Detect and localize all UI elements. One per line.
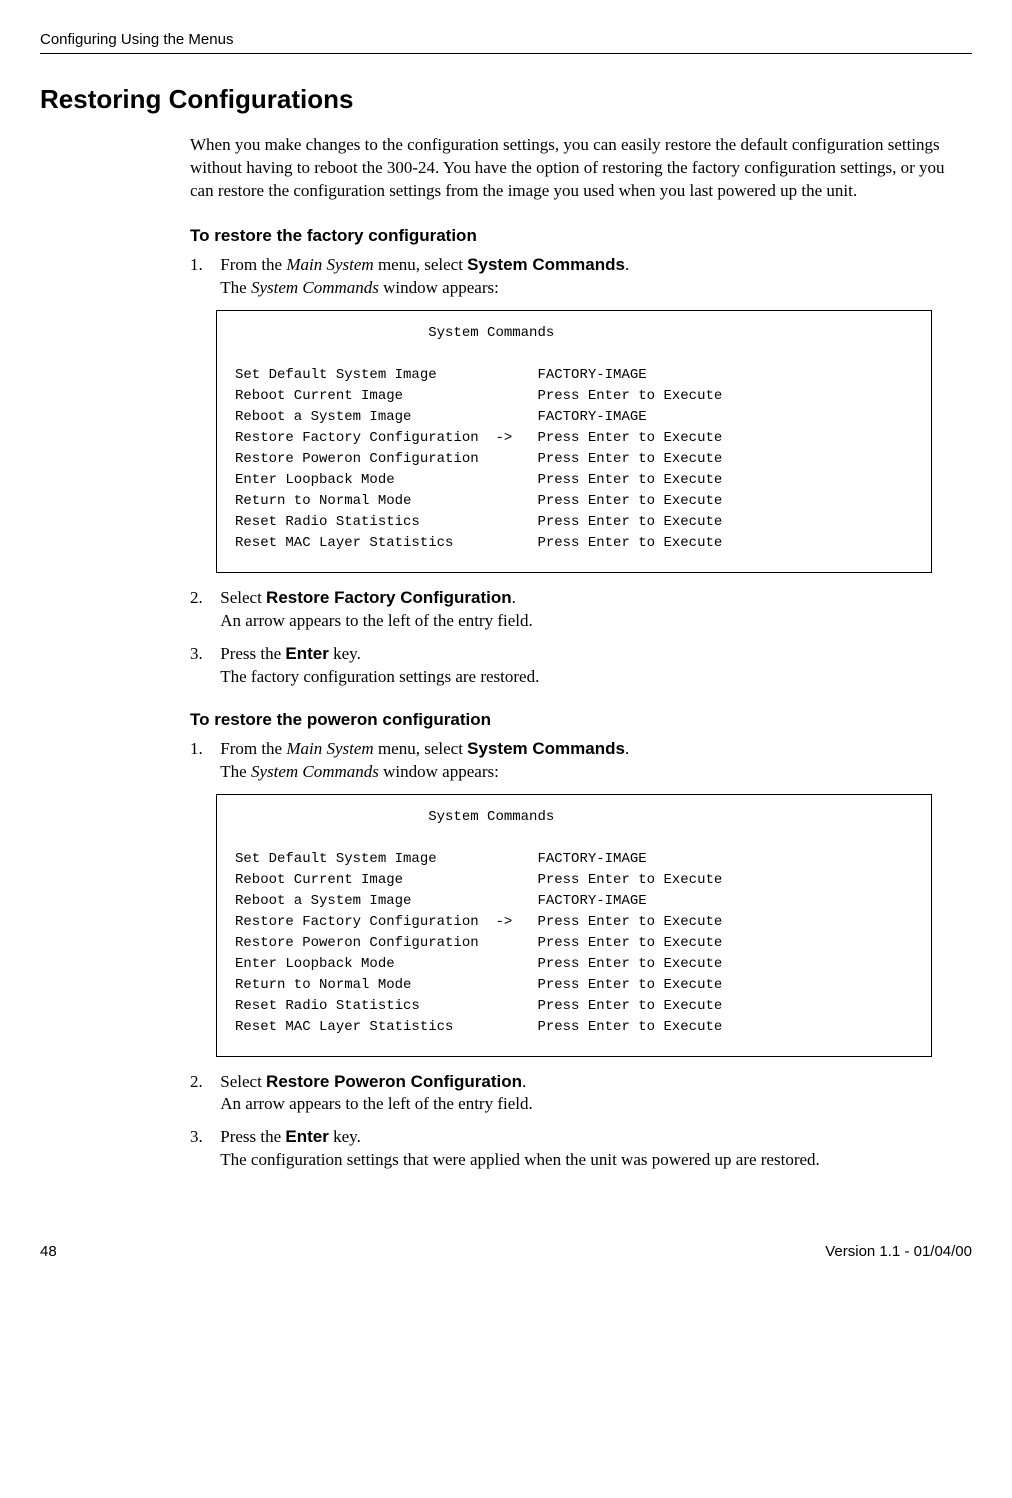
text: The [220, 278, 251, 297]
step-body: Press the Enter key. The factory configu… [220, 643, 960, 689]
step-number: 3. [190, 1126, 216, 1149]
step-body: From the Main System menu, select System… [220, 738, 960, 784]
page-header: Configuring Using the Menus [40, 30, 972, 54]
step-2a: 2. Select Restore Factory Configuration.… [190, 587, 972, 633]
subheading-poweron: To restore the poweron configuration [190, 709, 972, 732]
subheading-factory: To restore the factory configuration [190, 225, 972, 248]
step-number: 2. [190, 587, 216, 610]
step-2b: 2. Select Restore Poweron Configuration.… [190, 1071, 972, 1117]
text: The configuration settings that were app… [220, 1150, 820, 1169]
text-italic: Main System [286, 739, 373, 758]
text: An arrow appears to the left of the entr… [220, 611, 533, 630]
text: menu, select [374, 255, 467, 274]
text-bold: System Commands [467, 255, 625, 274]
text: Press the [220, 644, 285, 663]
step-body: From the Main System menu, select System… [220, 254, 960, 300]
step-number: 3. [190, 643, 216, 666]
text-italic: System Commands [251, 762, 379, 781]
text: . [522, 1072, 526, 1091]
step-1b: 1. From the Main System menu, select Sys… [190, 738, 972, 784]
text: Select [220, 1072, 266, 1091]
text: . [625, 739, 629, 758]
text-italic: Main System [286, 255, 373, 274]
page-footer: 48 Version 1.1 - 01/04/00 [40, 1242, 972, 1262]
text: The [220, 762, 251, 781]
text: The factory configuration settings are r… [220, 667, 539, 686]
text-bold: Restore Poweron Configuration [266, 1072, 522, 1091]
step-number: 1. [190, 254, 216, 277]
text: . [512, 588, 516, 607]
step-3b: 3. Press the Enter key. The configuratio… [190, 1126, 972, 1172]
text: key. [329, 644, 361, 663]
text: menu, select [374, 739, 467, 758]
text: . [625, 255, 629, 274]
step-body: Select Restore Factory Configuration. An… [220, 587, 960, 633]
step-1a: 1. From the Main System menu, select Sys… [190, 254, 972, 300]
text: Press the [220, 1127, 285, 1146]
step-number: 2. [190, 1071, 216, 1094]
text: An arrow appears to the left of the entr… [220, 1094, 533, 1113]
text-bold: System Commands [467, 739, 625, 758]
text-bold: Enter [285, 644, 328, 663]
text: key. [329, 1127, 361, 1146]
intro-paragraph: When you make changes to the configurati… [190, 134, 972, 203]
text: window appears: [379, 762, 499, 781]
text-italic: System Commands [251, 278, 379, 297]
text: From the [220, 255, 286, 274]
text-bold: Enter [285, 1127, 328, 1146]
text: Select [220, 588, 266, 607]
text: From the [220, 739, 286, 758]
step-number: 1. [190, 738, 216, 761]
system-commands-box-1: System Commands Set Default System Image… [216, 310, 932, 573]
text-bold: Restore Factory Configuration [266, 588, 512, 607]
section-title: Restoring Configurations [40, 82, 972, 117]
system-commands-box-2: System Commands Set Default System Image… [216, 794, 932, 1057]
step-3a: 3. Press the Enter key. The factory conf… [190, 643, 972, 689]
step-body: Select Restore Poweron Configuration. An… [220, 1071, 960, 1117]
page-number: 48 [40, 1242, 57, 1262]
text: window appears: [379, 278, 499, 297]
version-label: Version 1.1 - 01/04/00 [825, 1242, 972, 1262]
step-body: Press the Enter key. The configuration s… [220, 1126, 960, 1172]
